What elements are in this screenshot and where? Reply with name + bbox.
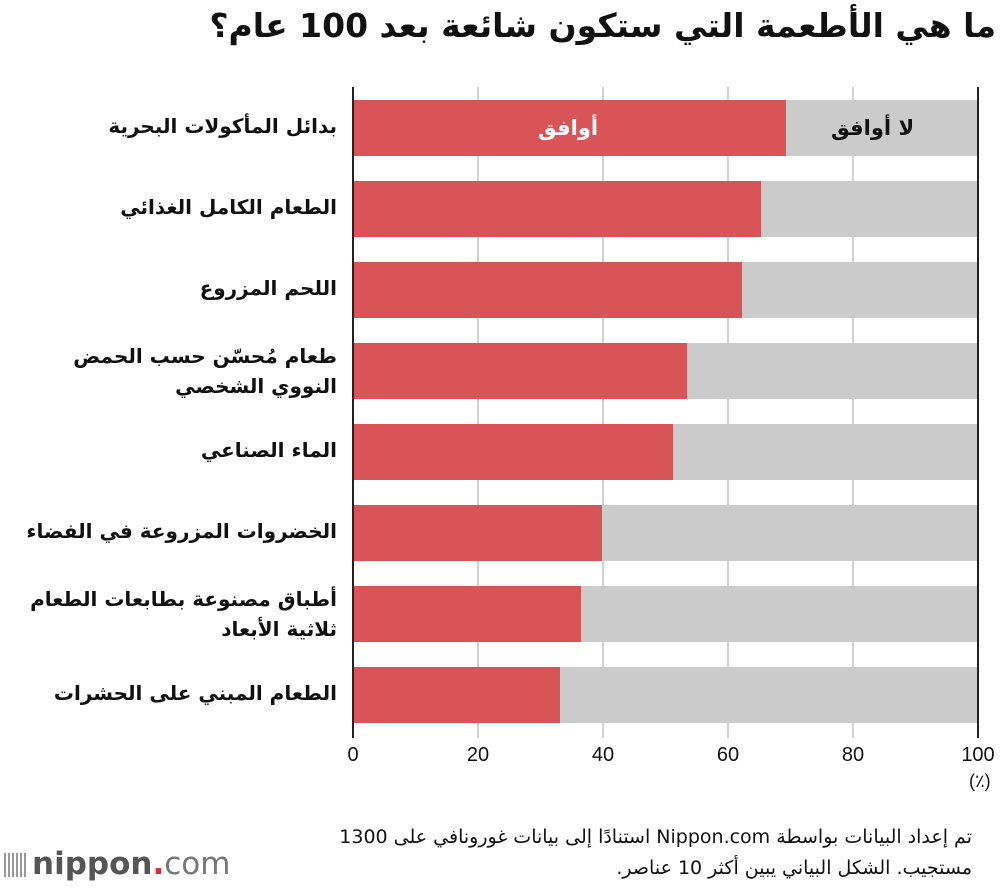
bar-row	[353, 343, 978, 399]
y-axis-line	[352, 87, 354, 738]
bar-row	[353, 262, 978, 318]
bar-row: أوافق لا أوافق	[353, 100, 978, 156]
legend-agree-label: أوافق	[538, 116, 599, 140]
bar-row	[353, 667, 978, 723]
x-tick-label: 60	[716, 744, 740, 766]
x-tick-label: 100	[961, 744, 995, 766]
category-label: الطعام الكامل الغذائي	[120, 195, 337, 219]
bar-agree-segment	[353, 100, 787, 156]
source-footnote: تم إعداد البيانات بواسطة Nippon.com استن…	[339, 826, 972, 879]
bar-agree-segment	[353, 586, 582, 642]
bar-agree-segment	[353, 181, 762, 237]
x-tick-label: 20	[466, 744, 490, 766]
gridline-40	[602, 87, 604, 738]
x-tick-label: 40	[591, 744, 615, 766]
category-label: الماء الصناعي	[200, 438, 337, 462]
bar-agree-segment	[353, 343, 687, 399]
gridline-80	[852, 87, 854, 738]
gridline-20	[477, 87, 479, 738]
category-label: اللحم المزروع	[199, 276, 337, 300]
gridline-60	[727, 87, 729, 738]
bar-row	[353, 424, 978, 480]
nippon-logo: nippon.com	[4, 846, 230, 882]
bar-row	[353, 505, 978, 561]
bar-row	[353, 181, 978, 237]
right-axis-line	[977, 87, 979, 738]
category-label: بدائل المأكولات البحرية	[108, 114, 337, 138]
category-label: طعام مُحسّن حسب الحمض النووي الشخصي	[73, 344, 337, 398]
x-tick-label: 80	[841, 744, 865, 766]
category-label: الخضروات المزروعة في الفضاء	[26, 519, 337, 543]
legend-disagree-label: لا أوافق	[831, 116, 915, 140]
category-label: أطباق مصنوعة بطابعات الطعام ثلاثية الأبعا…	[30, 587, 337, 641]
bar-agree-segment	[353, 505, 602, 561]
x-tick-label: 0	[347, 744, 359, 766]
bar-row	[353, 586, 978, 642]
logo-bars-icon	[4, 853, 26, 877]
bar-agree-segment	[353, 667, 560, 723]
bar-agree-segment	[353, 424, 673, 480]
plot-area: أوافق لا أوافق	[353, 87, 978, 738]
x-axis-unit: (٪)	[969, 771, 991, 791]
bar-agree-segment	[353, 262, 742, 318]
chart-title: ما هي الأطعمة التي ستكون شائعة بعد 100 ع…	[209, 6, 996, 45]
category-label: الطعام المبني على الحشرات	[53, 681, 337, 705]
